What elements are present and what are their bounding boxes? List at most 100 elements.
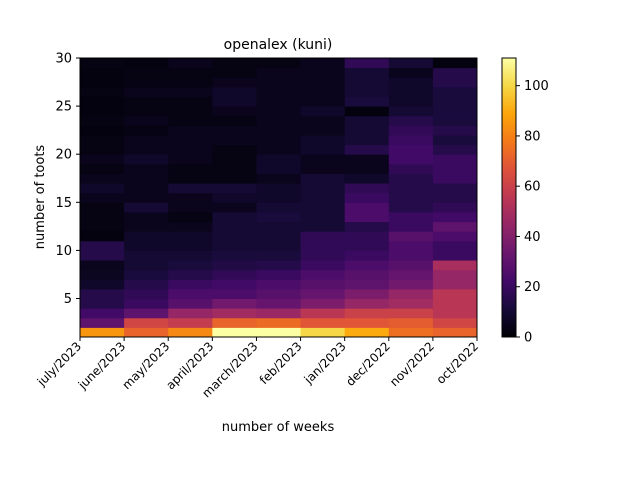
heatmap-cell bbox=[212, 298, 257, 309]
heatmap-cell bbox=[432, 115, 478, 126]
heatmap-cell bbox=[168, 202, 213, 213]
heatmap-cell bbox=[300, 173, 346, 184]
heatmap-cell bbox=[300, 144, 346, 155]
heatmap-cell bbox=[300, 288, 346, 300]
heatmap-cell bbox=[212, 250, 257, 261]
heatmap-cell bbox=[256, 240, 302, 251]
heatmap-cell bbox=[344, 154, 390, 165]
heatmap-cell bbox=[256, 231, 302, 242]
heatmap-cell bbox=[432, 298, 478, 309]
heatmap-cell bbox=[388, 183, 434, 194]
heatmap-cell bbox=[432, 250, 478, 261]
heatmap-cell bbox=[432, 163, 478, 174]
heatmap-cell bbox=[432, 269, 478, 280]
heatmap-cell bbox=[388, 327, 434, 338]
heatmap-cell bbox=[168, 115, 213, 126]
heatmap-cell bbox=[344, 260, 390, 271]
heatmap-cell bbox=[212, 125, 257, 136]
heatmap-cell bbox=[168, 269, 213, 280]
heatmap-cell bbox=[80, 288, 125, 300]
heatmap-cell bbox=[432, 106, 478, 117]
heatmap-cell bbox=[124, 279, 169, 290]
heatmap-cell bbox=[124, 192, 169, 203]
heatmap-cell bbox=[300, 279, 346, 290]
heatmap-cell bbox=[80, 144, 125, 155]
colorbar-tick-label: 60 bbox=[524, 180, 541, 195]
heatmap-cell bbox=[212, 77, 257, 88]
x-tick-label: feb/2023 bbox=[257, 339, 305, 387]
heatmap-cell bbox=[80, 250, 125, 261]
heatmap-cell bbox=[432, 86, 478, 97]
heatmap-cell bbox=[256, 86, 302, 97]
heatmap-cell bbox=[256, 269, 302, 280]
y-tick-label: 30 bbox=[55, 52, 72, 67]
heatmap-cell bbox=[124, 221, 169, 232]
heatmap-cell bbox=[168, 221, 213, 232]
heatmap-cell bbox=[80, 308, 125, 319]
heatmap-cell bbox=[212, 317, 257, 328]
heatmap-cell bbox=[388, 288, 434, 300]
heatmap-cell bbox=[300, 58, 346, 69]
heatmap-cell bbox=[388, 115, 434, 126]
heatmap-cell bbox=[388, 231, 434, 242]
heatmap-cell bbox=[344, 298, 390, 309]
heatmap-cell bbox=[168, 298, 213, 309]
heatmap-cell bbox=[256, 58, 302, 69]
heatmap-cell bbox=[212, 269, 257, 280]
heatmap-cell bbox=[212, 240, 257, 251]
heatmap-cell bbox=[212, 231, 257, 242]
heatmap-cell bbox=[124, 106, 169, 117]
heatmap-cell bbox=[344, 77, 390, 88]
heatmap-cell bbox=[124, 115, 169, 126]
heatmap-cell bbox=[212, 221, 257, 232]
heatmap-cell bbox=[124, 288, 169, 300]
colorbar-tick-label: 100 bbox=[524, 79, 549, 94]
heatmap-cell bbox=[212, 288, 257, 300]
colorbar-tick-label: 40 bbox=[524, 230, 541, 245]
heatmap-cell bbox=[80, 58, 125, 69]
heatmap-cell bbox=[388, 202, 434, 213]
heatmap-cell bbox=[388, 125, 434, 136]
heatmap-cell bbox=[344, 115, 390, 126]
heatmap-cell bbox=[168, 154, 213, 165]
colorbar bbox=[501, 57, 517, 338]
x-axis-label: number of weeks bbox=[222, 420, 335, 435]
heatmap-cell bbox=[344, 288, 390, 300]
heatmap-cell bbox=[256, 327, 302, 338]
heatmap-cell bbox=[344, 211, 390, 223]
heatmap-cell bbox=[124, 77, 169, 88]
heatmap-cell bbox=[168, 67, 213, 78]
heatmap-cell bbox=[80, 317, 125, 328]
heatmap-cell bbox=[300, 192, 346, 203]
heatmap-cell bbox=[212, 134, 257, 146]
heatmap-cell bbox=[212, 279, 257, 290]
heatmap-cell bbox=[300, 269, 346, 280]
heatmap-cell bbox=[256, 211, 302, 223]
heatmap-cell bbox=[388, 77, 434, 88]
heatmap-cell bbox=[124, 317, 169, 328]
heatmap-cell bbox=[212, 115, 257, 126]
heatmap-cell bbox=[168, 308, 213, 319]
heatmap-cell bbox=[256, 192, 302, 203]
heatmap-cell bbox=[168, 279, 213, 290]
heatmap-cell bbox=[80, 221, 125, 232]
heatmap-cell bbox=[300, 106, 346, 117]
heatmap-cell bbox=[212, 163, 257, 174]
heatmap-cell bbox=[344, 134, 390, 146]
heatmap-cell bbox=[80, 269, 125, 280]
heatmap-cell bbox=[344, 96, 390, 107]
heatmap-cell bbox=[168, 250, 213, 261]
heatmap-cell bbox=[432, 192, 478, 203]
x-tick-label: nov/2022 bbox=[387, 339, 437, 389]
heatmap-cell bbox=[80, 163, 125, 174]
heatmap-cell bbox=[432, 231, 478, 242]
heatmap-cell bbox=[124, 144, 169, 155]
heatmap-cell bbox=[256, 173, 302, 184]
heatmap-cell bbox=[168, 125, 213, 136]
heatmap-cell bbox=[300, 96, 346, 107]
heatmap-cell bbox=[256, 96, 302, 107]
heatmap-cell bbox=[124, 231, 169, 242]
heatmap-cell bbox=[80, 279, 125, 290]
heatmap-cell bbox=[168, 144, 213, 155]
heatmap-cell bbox=[388, 144, 434, 155]
